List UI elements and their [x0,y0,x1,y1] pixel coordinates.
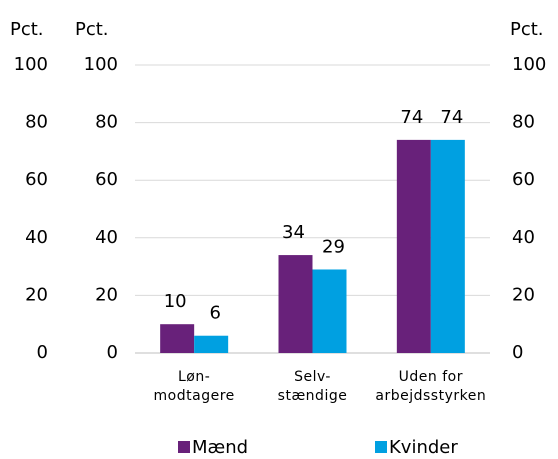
y2-tick-label: 100 [512,54,546,75]
value-label: 6 [209,303,220,324]
y2-tick-label: 40 [512,227,535,248]
outer-y-tick-label: 100 [14,54,48,75]
y-tick-label: 60 [95,169,118,190]
bar [278,255,313,353]
value-label: 10 [164,291,187,312]
y2-tick-label: 60 [512,169,535,190]
outer-y-tick-label: 60 [25,169,48,190]
outer-y-tick-label: 0 [37,342,48,363]
value-label: 74 [400,107,423,128]
outer-y-tick-label: 20 [25,284,48,305]
y-tick-label: 20 [95,284,118,305]
y2-axis-label: Pct. [510,19,544,40]
y2-tick-label: 80 [512,112,535,133]
outer-y-axis-label: Pct. [10,19,44,40]
bar [430,139,465,353]
y-tick-label: 80 [95,112,118,133]
bar [396,139,431,353]
value-label: 74 [440,107,463,128]
y-tick-label: 100 [84,54,118,75]
bar [194,335,229,353]
x-tick-label: Selv- stændige [277,369,348,404]
y-axis-label: Pct. [75,19,109,40]
value-label: 29 [322,236,345,257]
bar [312,269,347,353]
x-tick-label: Løn- modtagere [153,369,235,404]
y2-tick-label: 20 [512,284,535,305]
legend-swatch [375,441,387,453]
legend-label: Mænd [192,437,248,458]
value-label: 34 [282,222,305,243]
legend-label: Kvinder [389,437,458,458]
legend-swatch [178,441,190,453]
outer-y-tick-label: 80 [25,112,48,133]
y2-tick-label: 0 [512,342,523,363]
y-tick-label: 0 [107,342,118,363]
bar [160,324,195,353]
x-tick-label: Uden for arbejdsstyrken [375,369,487,404]
y-tick-label: 40 [95,227,118,248]
outer-y-tick-label: 40 [25,227,48,248]
